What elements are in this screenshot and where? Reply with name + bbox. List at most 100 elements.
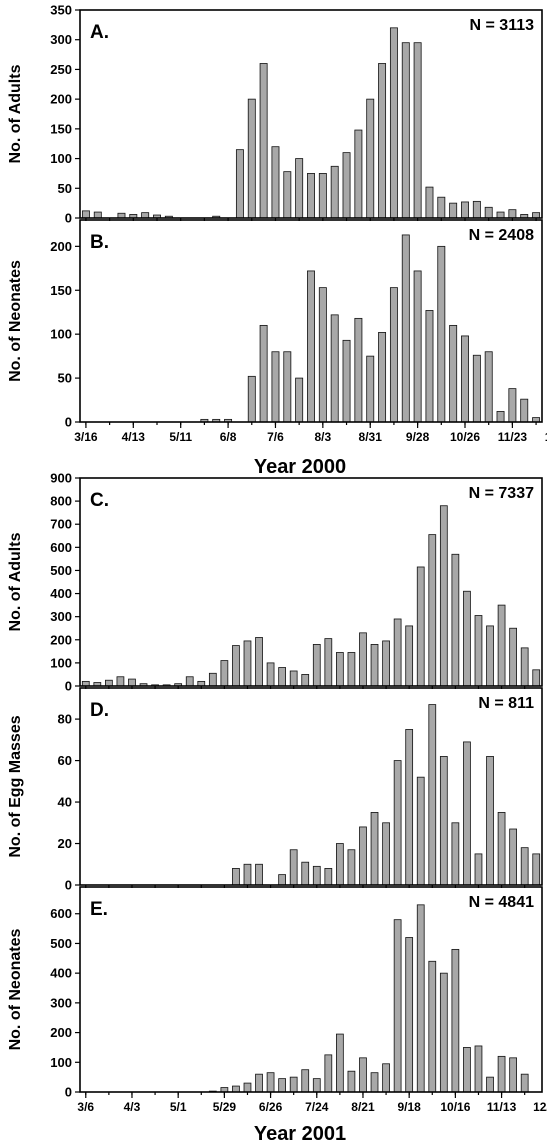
panel-a-bar <box>93 211 102 219</box>
panel-a-bar <box>307 173 315 219</box>
panel-a-bar <box>413 42 422 219</box>
panel-c-bar <box>520 647 529 687</box>
panel-b-bar <box>461 335 469 423</box>
panel-b-bar <box>271 351 280 423</box>
panel-e-x-tick-label: 12/11 <box>533 1100 547 1114</box>
panel-e-y-tick-label: 600 <box>50 906 72 921</box>
panel-c-bar <box>128 678 136 687</box>
panel-a-y-tick-label: 250 <box>50 62 72 77</box>
panel-c-y-tick-label: 300 <box>50 609 72 624</box>
panel-d-n-label: N = 811 <box>478 695 534 712</box>
panel-d-y-tick-label: 0 <box>65 878 72 893</box>
panel-b-y-tick-label: 200 <box>50 239 72 254</box>
panel-d-bar <box>382 822 390 886</box>
panel-c-bar <box>278 667 286 687</box>
panel-b-bar <box>378 332 387 423</box>
panel-a-bar <box>259 63 268 219</box>
panel-e-x-tick-label: 3/6 <box>77 1100 94 1114</box>
panel-b-n-label: N = 2408 <box>469 227 534 244</box>
panel-a-bar <box>437 196 446 219</box>
panel-c-bar <box>393 618 402 687</box>
panel-e-x-tick-label: 10/16 <box>440 1100 470 1114</box>
panel-b-bar <box>413 270 422 423</box>
panel-c-y-axis-label: No. of Adults <box>7 532 24 631</box>
panel-c-n-label: N = 7337 <box>469 485 534 502</box>
panel-c-y-tick-label: 200 <box>50 632 72 647</box>
panel-e-n-label: N = 4841 <box>469 894 534 911</box>
panel-a-bar <box>283 171 292 219</box>
panel-a-bar <box>318 173 327 219</box>
panel-d-bar <box>486 756 494 886</box>
x-axis-title-2001: Year 2001 <box>254 1123 346 1145</box>
panel-d-bar <box>324 868 333 886</box>
panel-e-bar <box>405 937 414 1093</box>
panel-a-bar <box>532 212 541 219</box>
panel-b-bar <box>318 287 327 423</box>
panel-b-bar <box>342 339 351 423</box>
panel-b-bar <box>330 314 339 423</box>
panel-b-bar <box>484 351 493 423</box>
panel-a-y-tick-label: 50 <box>58 181 72 196</box>
panel-b-y-tick-label: 50 <box>58 371 72 386</box>
panel-c-bar <box>428 534 437 687</box>
panel-b-bar <box>425 310 434 423</box>
panel-e-frame <box>79 886 543 1093</box>
panel-e-bar <box>301 1069 310 1093</box>
panel-e-x-tick-label: 5/1 <box>170 1100 187 1114</box>
panel-b-bar <box>354 317 363 423</box>
panel-e-bar <box>312 1078 321 1093</box>
panel-b-y-axis-label: No. of Neonates <box>7 260 24 382</box>
panel-d-bar <box>359 826 367 886</box>
panel-d-y-tick-label: 60 <box>58 753 72 768</box>
panel-b-x-tick-label: 8/3 <box>315 430 332 444</box>
panel-a-bar <box>378 63 387 219</box>
panel-e-x-tick-label: 5/29 <box>213 1100 237 1114</box>
panel-c-frame <box>79 477 543 687</box>
panel-a-bar <box>141 212 150 219</box>
panel-a-bar <box>508 209 517 219</box>
panel-b-bar <box>520 398 529 423</box>
panel-b-bar <box>366 355 375 423</box>
panel-c-bar <box>208 672 217 687</box>
panel-c-bar <box>232 645 240 687</box>
panel-b-x-tick-label: 4/13 <box>122 430 146 444</box>
panel-c-y-tick-label: 100 <box>50 655 72 670</box>
panel-e-x-tick-label: 7/24 <box>305 1100 329 1114</box>
panel-e-x-tick-label: 11/13 <box>487 1100 517 1114</box>
panel-c-bar <box>497 604 506 687</box>
panel-a-bar <box>366 98 375 219</box>
panel-c-y-tick-label: 900 <box>50 471 72 486</box>
panel-b-bar <box>295 377 304 423</box>
panel-a-letter: A. <box>90 22 109 43</box>
panel-e-x-tick-label: 4/3 <box>124 1100 141 1114</box>
panel-d-y-tick-label: 20 <box>58 836 72 851</box>
panel-e-letter: E. <box>90 899 108 920</box>
panel-a-bar <box>271 146 280 219</box>
panel-b-bar <box>437 245 446 423</box>
panel-b-bar <box>496 411 505 423</box>
panel-c-y-tick-label: 700 <box>50 517 72 532</box>
panel-e-bar <box>428 960 437 1093</box>
panel-c-bar <box>347 652 356 687</box>
panel-e-bar <box>243 1082 252 1093</box>
panel-b-bar <box>508 388 517 423</box>
panel-c-bar <box>336 652 344 687</box>
panel-b-y-tick-label: 100 <box>50 327 72 342</box>
panel-c-bar <box>220 660 229 687</box>
panel-a-y-tick-label: 300 <box>50 32 72 47</box>
panel-b-bar <box>259 324 268 423</box>
panel-a-bar <box>484 206 493 219</box>
panel-d-bar <box>428 704 437 886</box>
panel-b-x-tick-label: 8/31 <box>359 430 383 444</box>
panel-c-bar <box>451 553 460 687</box>
panel-a-y-tick-label: 350 <box>50 3 72 18</box>
panel-a-bar <box>235 149 244 219</box>
panel-e-bar <box>416 904 425 1093</box>
panel-e-bar <box>370 1072 379 1093</box>
panel-c-bar <box>405 625 414 687</box>
panel-d-bar <box>289 849 298 886</box>
panel-b-x-tick-label: 3/16 <box>74 430 98 444</box>
panel-e-y-tick-label: 200 <box>50 1025 72 1040</box>
panel-e-bar <box>289 1076 298 1093</box>
